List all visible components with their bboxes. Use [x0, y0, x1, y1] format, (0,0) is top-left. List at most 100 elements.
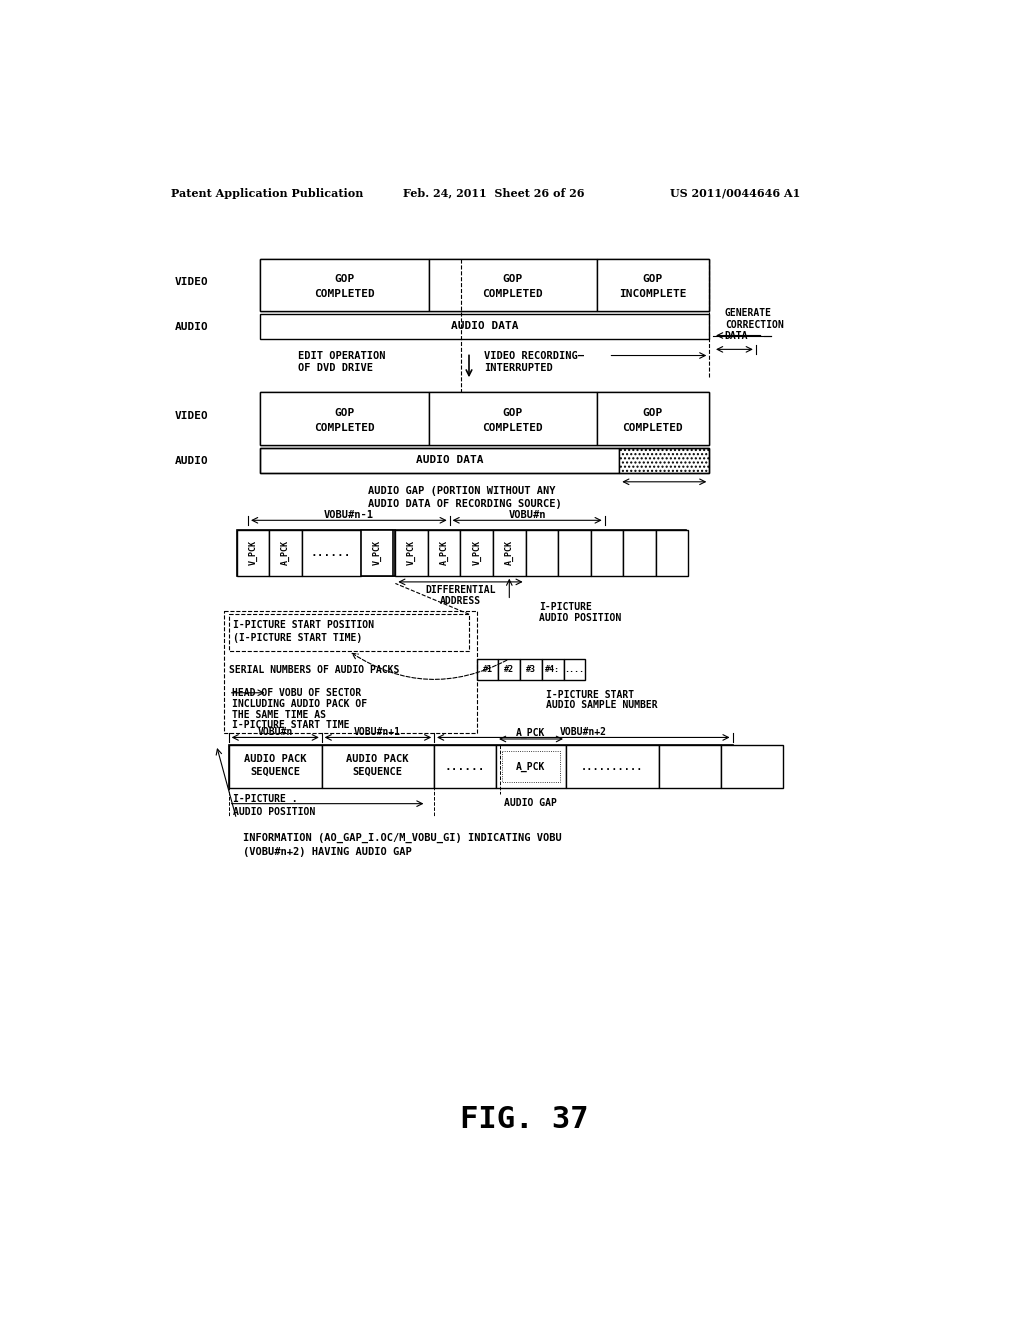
- Text: AUDIO DATA: AUDIO DATA: [451, 321, 518, 331]
- Bar: [260, 392, 429, 445]
- Bar: [563, 659, 586, 681]
- Bar: [237, 529, 686, 576]
- Text: AUDIO SAMPLE NUMBER: AUDIO SAMPLE NUMBER: [547, 701, 658, 710]
- Bar: [591, 529, 624, 576]
- Bar: [477, 659, 499, 681]
- Text: COMPLETED: COMPLETED: [482, 424, 543, 433]
- Text: GOP: GOP: [642, 408, 663, 418]
- Text: VOBU#n+2: VOBU#n+2: [559, 726, 606, 737]
- Text: GOP: GOP: [334, 408, 354, 418]
- Text: #4:: #4:: [545, 665, 560, 675]
- Bar: [542, 659, 563, 681]
- Text: Patent Application Publication: Patent Application Publication: [171, 187, 362, 199]
- Bar: [228, 744, 322, 788]
- Bar: [302, 529, 360, 576]
- Bar: [237, 529, 269, 576]
- Text: A_PCK: A_PCK: [439, 540, 449, 565]
- Text: GENERATE: GENERATE: [725, 308, 772, 318]
- Text: GOP: GOP: [503, 275, 522, 284]
- Text: COMPLETED: COMPLETED: [313, 424, 375, 433]
- Text: AUDIO POSITION: AUDIO POSITION: [539, 612, 621, 623]
- Text: I-PICTURE START POSITION: I-PICTURE START POSITION: [233, 620, 375, 631]
- Bar: [260, 392, 710, 445]
- Text: Feb. 24, 2011  Sheet 26 of 26: Feb. 24, 2011 Sheet 26 of 26: [403, 187, 585, 199]
- Bar: [655, 529, 688, 576]
- Text: SEQUENCE: SEQUENCE: [352, 767, 402, 776]
- Text: OF DVD DRIVE: OF DVD DRIVE: [299, 363, 374, 374]
- Text: #1: #1: [482, 665, 493, 675]
- Text: DATA: DATA: [725, 331, 749, 341]
- Text: GOP: GOP: [642, 275, 663, 284]
- Bar: [597, 259, 710, 312]
- Bar: [721, 744, 783, 788]
- Bar: [260, 259, 710, 312]
- Bar: [434, 744, 496, 788]
- Bar: [566, 744, 658, 788]
- Text: AUDIO POSITION: AUDIO POSITION: [233, 807, 315, 817]
- Text: THE SAME TIME AS: THE SAME TIME AS: [231, 710, 326, 719]
- Text: AUDIO: AUDIO: [174, 455, 208, 466]
- Bar: [503, 751, 560, 781]
- Bar: [395, 529, 428, 576]
- Bar: [558, 529, 591, 576]
- Bar: [360, 529, 393, 576]
- Bar: [429, 259, 597, 312]
- Text: CORRECTION: CORRECTION: [725, 321, 783, 330]
- Bar: [624, 529, 655, 576]
- Text: #3: #3: [526, 665, 536, 675]
- Bar: [428, 529, 461, 576]
- Bar: [260, 447, 710, 473]
- Text: I-PICTURE: I-PICTURE: [539, 602, 592, 612]
- Text: EDIT OPERATION: EDIT OPERATION: [299, 351, 386, 360]
- Text: INTERRUPTED: INTERRUPTED: [484, 363, 553, 374]
- Bar: [228, 614, 469, 651]
- Text: A_PCK: A_PCK: [516, 762, 546, 772]
- Bar: [322, 744, 434, 788]
- Text: ......: ......: [444, 762, 485, 772]
- Text: ......: ......: [311, 548, 351, 557]
- Text: INCLUDING AUDIO PACK OF: INCLUDING AUDIO PACK OF: [231, 700, 367, 709]
- Text: A_PCK: A_PCK: [516, 729, 546, 738]
- Text: AUDIO PACK: AUDIO PACK: [346, 755, 409, 764]
- Text: VIDEO: VIDEO: [174, 411, 208, 421]
- Text: VIDEO: VIDEO: [174, 277, 208, 286]
- Bar: [597, 392, 710, 445]
- Text: V_PCK: V_PCK: [372, 540, 381, 565]
- Text: V_PCK: V_PCK: [248, 540, 257, 565]
- Text: VOBU#n-1: VOBU#n-1: [324, 510, 374, 520]
- Text: ..........: ..........: [582, 762, 644, 772]
- Text: A_PCK: A_PCK: [281, 540, 290, 565]
- Text: VIDEO RECORDING—: VIDEO RECORDING—: [484, 351, 585, 360]
- Bar: [260, 314, 710, 339]
- Bar: [525, 529, 558, 576]
- Text: VOBU#n: VOBU#n: [258, 726, 293, 737]
- Text: INCOMPLETE: INCOMPLETE: [618, 289, 686, 300]
- Bar: [260, 259, 429, 312]
- Text: (VOBU#n+2) HAVING AUDIO GAP: (VOBU#n+2) HAVING AUDIO GAP: [243, 847, 412, 857]
- Bar: [224, 611, 477, 733]
- Text: AUDIO: AUDIO: [174, 322, 208, 331]
- Text: I-PICTURE .: I-PICTURE .: [233, 795, 298, 804]
- Bar: [496, 744, 566, 788]
- Text: COMPLETED: COMPLETED: [313, 289, 375, 300]
- Text: #2: #2: [504, 665, 514, 675]
- Bar: [228, 744, 732, 788]
- Text: AUDIO GAP (PORTION WITHOUT ANY: AUDIO GAP (PORTION WITHOUT ANY: [369, 487, 556, 496]
- Bar: [493, 529, 525, 576]
- Text: FIG. 37: FIG. 37: [461, 1106, 589, 1134]
- Bar: [520, 659, 542, 681]
- Text: GOP: GOP: [503, 408, 522, 418]
- Bar: [260, 447, 620, 473]
- Text: ....: ....: [564, 665, 585, 675]
- Text: GOP: GOP: [334, 275, 354, 284]
- Text: VOBU#n+1: VOBU#n+1: [354, 726, 401, 737]
- Text: AUDIO DATA OF RECORDING SOURCE): AUDIO DATA OF RECORDING SOURCE): [369, 499, 562, 508]
- Text: INFORMATION (AO_GAP_I.OC/M_VOBU_GI) INDICATING VOBU: INFORMATION (AO_GAP_I.OC/M_VOBU_GI) INDI…: [243, 833, 561, 843]
- Text: ADDRESS: ADDRESS: [440, 595, 481, 606]
- Bar: [269, 529, 302, 576]
- Text: DIFFERENTIAL: DIFFERENTIAL: [425, 585, 496, 595]
- Text: (I-PICTURE START TIME): (I-PICTURE START TIME): [233, 632, 362, 643]
- Text: AUDIO GAP: AUDIO GAP: [504, 797, 557, 808]
- Text: SEQUENCE: SEQUENCE: [250, 767, 300, 776]
- Text: COMPLETED: COMPLETED: [623, 424, 683, 433]
